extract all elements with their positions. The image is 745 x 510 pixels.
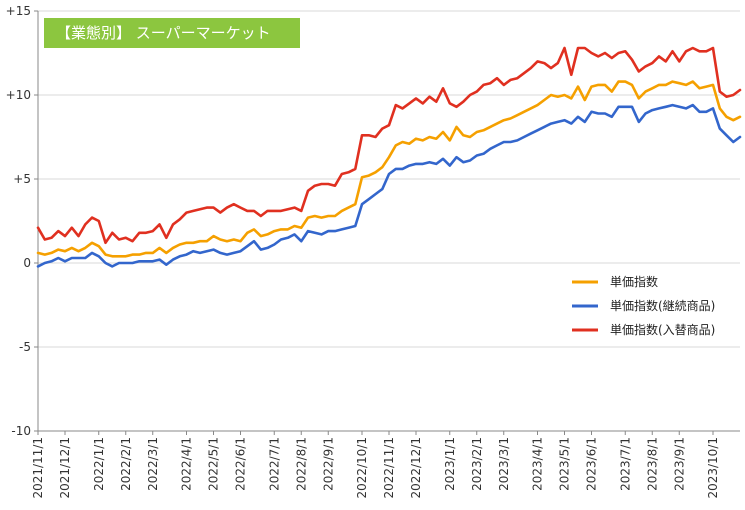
y-tick-label: +15 [6, 4, 31, 18]
x-tick-label: 2022/2/1 [119, 437, 133, 491]
x-tick-label: 2023/5/1 [558, 437, 572, 491]
x-tick-label: 2022/4/1 [180, 437, 194, 491]
series-line [36, 46, 742, 245]
x-tick-label: 2023/3/1 [497, 437, 511, 491]
y-axis: +15 +10 +5 0 -5 -10 [6, 4, 39, 438]
x-tick-label: 2021/11/1 [31, 437, 45, 499]
x-tick-label: 2022/9/1 [321, 437, 335, 491]
y-tick-label: +10 [6, 88, 31, 102]
x-tick-label: 2022/1/1 [92, 437, 106, 491]
x-axis: 2021/11/1 2021/12/1 2022/1/1 2022/2/1 2022/3… [31, 430, 740, 499]
x-tick-label: 2021/12/1 [58, 437, 72, 499]
x-tick-label: 2022/11/1 [382, 437, 396, 499]
series-lines [36, 46, 742, 268]
x-tick-label: 2023/1/1 [443, 437, 457, 491]
y-tick-label: -5 [19, 340, 31, 354]
x-tick-label: 2022/5/1 [207, 437, 221, 491]
x-tick-label: 2022/6/1 [234, 437, 248, 491]
x-tick-label: 2023/2/1 [470, 437, 484, 491]
legend-label: 単価指数 [610, 274, 658, 289]
legend-label: 単価指数(継続商品) [610, 298, 715, 313]
x-tick-label: 2023/8/1 [645, 437, 659, 491]
y-tick-label: -10 [11, 424, 31, 438]
x-tick-label: 2022/12/1 [409, 437, 423, 499]
x-tick-label: 2022/8/1 [294, 437, 308, 491]
x-tick-label: 2022/10/1 [355, 437, 369, 499]
x-tick-label: 2023/10/1 [706, 437, 720, 499]
x-tick-label: 2022/3/1 [146, 437, 160, 491]
y-tick-label: +5 [13, 172, 31, 186]
gridlines [38, 10, 740, 432]
chart-title: 【業態別】 スーパーマーケット [44, 18, 300, 48]
x-tick-label: 2022/7/1 [267, 437, 281, 491]
series-line [36, 103, 742, 268]
y-tick-label: 0 [23, 256, 31, 270]
series-line [36, 80, 742, 258]
legend-label: 単価指数(入替商品) [610, 322, 715, 337]
x-tick-label: 2023/4/1 [531, 437, 545, 491]
x-tick-label: 2023/9/1 [672, 437, 686, 491]
x-tick-label: 2023/6/1 [585, 437, 599, 491]
x-tick-label: 2023/7/1 [618, 437, 632, 491]
